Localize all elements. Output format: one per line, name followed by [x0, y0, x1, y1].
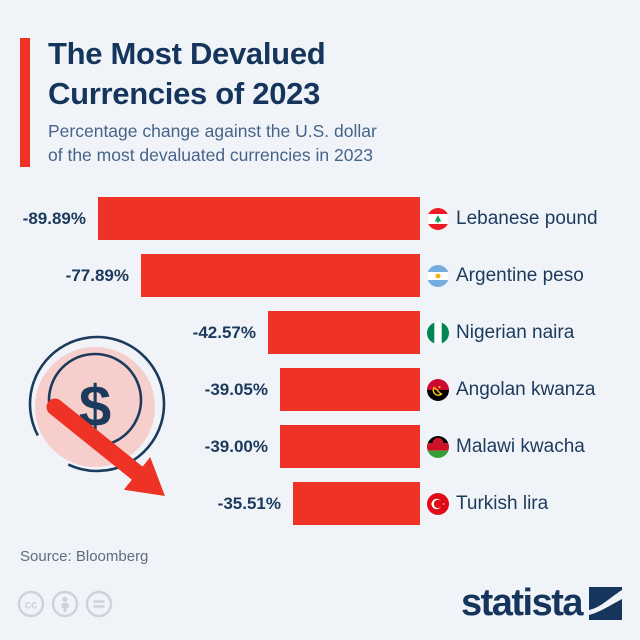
decline-arrow-head [123, 457, 165, 496]
lebanon-flag-icon [427, 207, 449, 230]
bar [280, 425, 420, 468]
argentina-flag-icon [427, 264, 449, 287]
bar [293, 482, 420, 525]
nigeria-flag-icon [427, 321, 449, 344]
dollar-coin-decline-icon: $ [28, 335, 166, 496]
statista-wordmark: statista [460, 582, 584, 624]
bar [268, 311, 420, 354]
currency-name-label: Lebanese pound [456, 208, 598, 229]
currency-name-label: Malawi kwacha [456, 436, 585, 457]
bar [98, 197, 420, 240]
chart-row: -39.00% Malawi kwacha [0, 418, 640, 475]
page-title: The Most Devalued Currencies of 2023 [48, 34, 326, 114]
bar-value-label: -89.89% [22, 209, 86, 228]
bar-value-label: -77.89% [65, 266, 129, 285]
bar-value-label: -39.05% [204, 380, 268, 399]
bar-value-label: -35.51% [217, 494, 281, 513]
bar-chart: -89.89% Lebanese pound -77.89% Argentine… [0, 190, 640, 532]
license-icons[interactable]: cc [17, 590, 113, 618]
subtitle-line-1: Percentage change against the U.S. dolla… [48, 121, 377, 141]
bar-value-label: -42.57% [192, 323, 256, 342]
title-line-2: Currencies of 2023 [48, 76, 321, 111]
coin-fill-circle [35, 347, 155, 467]
source-label: Source: Bloomberg [20, 548, 149, 565]
attribution-icon[interactable] [51, 590, 79, 618]
malawi-flag-icon [427, 435, 449, 458]
cc-icon[interactable]: cc [17, 590, 45, 618]
currency-name-label: Angolan kwanza [456, 379, 596, 400]
chart-row: -77.89% Argentine peso [0, 247, 640, 304]
chart-row: -42.57% Nigerian naira [0, 304, 640, 361]
title-accent-bar [20, 38, 30, 167]
equals-icon[interactable] [85, 590, 113, 618]
title-line-1: The Most Devalued [48, 36, 326, 71]
currency-name-label: Argentine peso [456, 265, 584, 286]
svg-text:cc: cc [25, 600, 38, 612]
bar-value-label: -39.00% [204, 437, 268, 456]
bar [141, 254, 420, 297]
statista-logo-mark [589, 587, 622, 620]
currency-name-label: Nigerian naira [456, 322, 575, 343]
chart-row: -89.89% Lebanese pound [0, 190, 640, 247]
chart-row: -39.05% Angolan kwanza [0, 361, 640, 418]
turkey-flag-icon [427, 492, 449, 515]
angola-flag-icon [427, 378, 449, 401]
bar [280, 368, 420, 411]
currency-name-label: Turkish lira [456, 493, 549, 514]
chart-subtitle: Percentage change against the U.S. dolla… [48, 119, 377, 167]
decline-arrow-shaft [46, 398, 146, 482]
chart-row: -35.51% Turkish lira [0, 475, 640, 532]
statista-logo[interactable]: statista [461, 582, 622, 625]
subtitle-line-2: of the most devaluated currencies in 202… [48, 145, 373, 165]
